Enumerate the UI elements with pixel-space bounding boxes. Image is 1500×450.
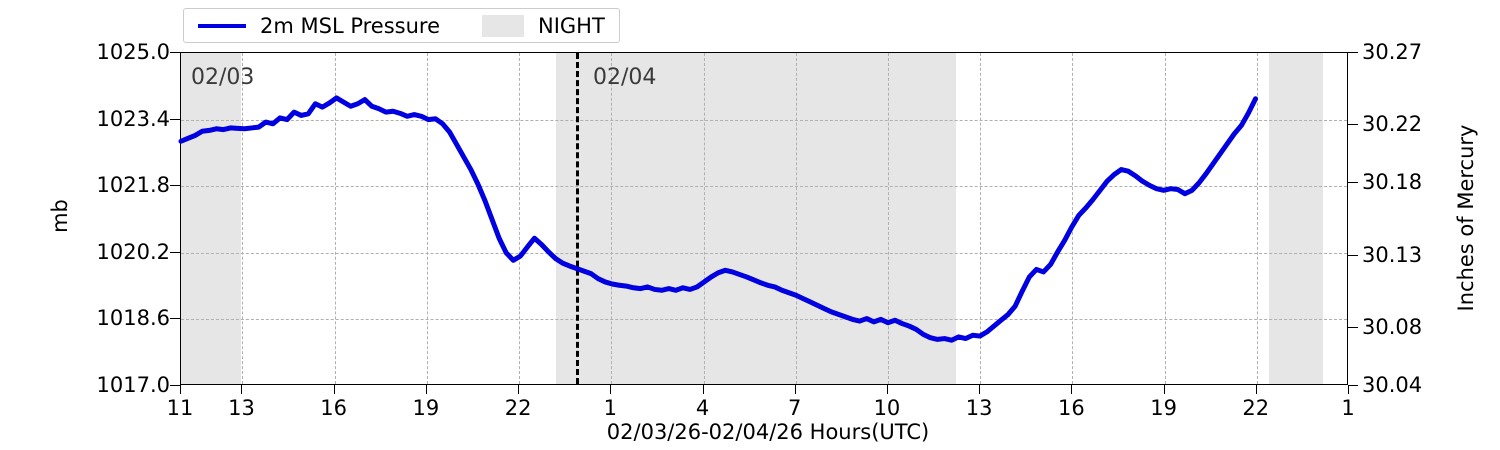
y-tick-mark-right-1 [1348,327,1358,329]
y-tick-right-2: 30.13 [1362,242,1423,267]
gridline-v-3 [426,53,428,384]
x-tick-mark-8 [886,385,888,394]
y-tick-mark-right-4 [1348,124,1358,126]
gridline-v-7 [795,53,797,384]
night-shade-swatch [482,14,524,37]
x-tick-3: 19 [412,396,440,420]
gridline-v-9 [980,53,982,384]
x-tick-10: 16 [1057,396,1085,420]
x-tick-mark-4 [518,385,520,394]
y-tick-right-3: 30.18 [1362,170,1423,195]
pressure-series-line [178,95,1259,343]
date-label-0204: 02/04 [593,65,657,90]
gridline-v-5 [611,53,613,384]
y-tick-mark-right-0 [1348,385,1358,386]
day-divider-line [576,53,579,384]
chart-legend: 2m MSL Pressure NIGHT [183,8,620,43]
y-tick-right-1: 30.08 [1362,315,1423,340]
x-tick-mark-10 [1071,385,1073,394]
x-tick-6: 4 [695,396,710,420]
gridline-v-2 [334,53,336,384]
y-tick-mark-right-2 [1348,254,1358,256]
series-polyline [178,95,1259,343]
date-label-0203: 02/03 [191,65,255,90]
gridline-v-10 [1072,53,1074,384]
x-tick-mark-5 [610,385,612,394]
y-tick-right-5: 30.27 [1362,40,1423,64]
x-tick-mark-13 [1348,385,1349,394]
series-line-swatch [198,23,246,28]
x-tick-mark-0 [180,385,181,394]
y-tick-mark-left-4 [170,118,180,120]
x-tick-2: 16 [320,396,348,420]
gridline-v-11 [1164,53,1166,384]
x-tick-8: 10 [873,396,901,420]
x-tick-mark-1 [241,385,243,394]
night-band-2 [1269,53,1323,384]
x-tick-mark-7 [794,385,796,394]
y-tick-mark-left-5 [170,52,180,53]
y-axis-right-label: Inches of Mercury [1454,124,1478,312]
x-tick-11: 19 [1150,396,1177,420]
y-tick-right-0: 30.04 [1362,373,1423,397]
y-tick-mark-left-3 [170,185,180,187]
gridline-h-4 [181,119,1347,121]
x-tick-4: 22 [504,396,532,420]
y-tick-left-2: 1020.2 [96,239,170,264]
x-tick-1: 13 [228,396,255,420]
x-tick-5: 1 [603,396,617,420]
gridline-h-1 [181,319,1347,321]
y-tick-left-4: 1023.4 [96,106,170,131]
x-tick-mark-11 [1163,385,1165,394]
x-tick-12: 22 [1242,396,1270,420]
plot-area: 02/03 02/04 [178,52,1348,385]
x-tick-mark-9 [979,385,981,394]
y-tick-mark-left-1 [170,318,180,320]
night-band-0 [181,53,241,384]
gridline-v-6 [703,53,705,384]
x-tick-mark-6 [702,385,704,394]
y-tick-left-3: 1021.8 [96,173,170,198]
y-tick-mark-right-3 [1348,182,1358,184]
y-tick-left-0: 1017.0 [96,373,170,397]
legend-series-label: 2m MSL Pressure [260,13,440,38]
x-axis-label: 02/03/26-02/04/26 Hours(UTC) [606,420,930,444]
gridline-v-12 [1256,53,1258,384]
x-tick-0: 11 [166,396,194,420]
y-axis-left-label: mb [48,199,72,233]
x-tick-mark-3 [425,385,427,394]
x-tick-13: 1 [1341,396,1355,420]
gridline-v-8 [887,53,889,384]
y-tick-mark-left-2 [170,251,180,253]
gridline-h-3 [181,186,1347,188]
x-tick-7: 7 [788,396,802,420]
x-tick-mark-2 [333,385,335,394]
y-tick-left-5: 1025.0 [96,40,170,64]
gridline-v-4 [519,53,521,384]
x-tick-mark-12 [1255,385,1257,394]
y-tick-mark-right-5 [1348,52,1358,53]
x-tick-9: 13 [965,396,993,420]
gridline-v-1 [242,53,244,384]
y-tick-right-4: 30.22 [1362,112,1423,137]
night-band-1 [556,53,956,384]
y-tick-mark-left-0 [170,385,180,386]
legend-night-label: NIGHT [538,13,605,38]
gridline-h-2 [181,252,1347,254]
y-tick-left-1: 1018.6 [96,306,170,331]
